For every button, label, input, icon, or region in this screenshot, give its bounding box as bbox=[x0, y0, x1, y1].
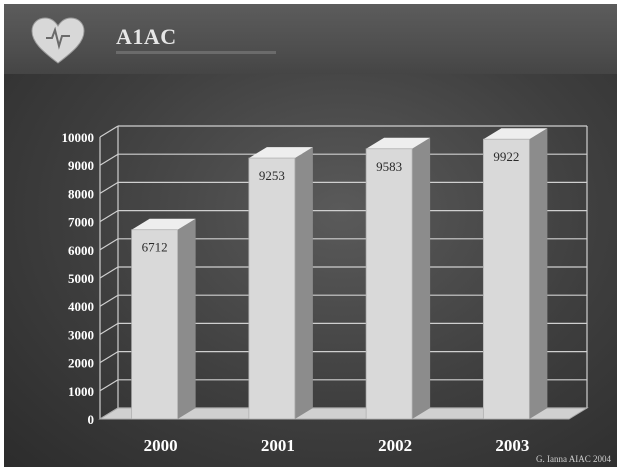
x-tick-label-2002: 2002 bbox=[378, 436, 412, 455]
x-tick-label-2001: 2001 bbox=[261, 436, 295, 455]
y-tick-label-6000: 6000 bbox=[68, 243, 94, 258]
data-label-2003: 9922 bbox=[493, 149, 519, 164]
gridline-depth-4000 bbox=[99, 294, 119, 307]
bar-top-2001 bbox=[248, 147, 313, 159]
gridline-depth-1000 bbox=[99, 379, 119, 392]
header-band: A1AC bbox=[4, 4, 617, 74]
gridline-depth-2000 bbox=[99, 351, 119, 364]
gridline-depth-5000 bbox=[99, 266, 119, 279]
y-tick-label-1000: 1000 bbox=[68, 384, 94, 399]
data-label-2001: 9253 bbox=[259, 168, 285, 183]
bar-side-2002 bbox=[412, 137, 431, 419]
y-tick-label-0: 0 bbox=[88, 412, 95, 427]
data-label-2000: 6712 bbox=[142, 240, 168, 255]
bar-side-2003 bbox=[529, 128, 548, 420]
chart-floor bbox=[98, 407, 589, 420]
bar-2000 bbox=[131, 229, 179, 420]
y-tick-label-3000: 3000 bbox=[68, 327, 94, 342]
data-label-2002: 9583 bbox=[376, 159, 402, 174]
gridline-depth-3000 bbox=[99, 322, 119, 335]
x-tick-label-2003: 2003 bbox=[495, 436, 529, 455]
y-tick-label-2000: 2000 bbox=[68, 356, 94, 371]
bar-2003 bbox=[482, 138, 530, 420]
y-tick-label-7000: 7000 bbox=[68, 215, 94, 230]
page-title: A1AC bbox=[116, 24, 177, 49]
bar-side-2000 bbox=[177, 218, 196, 419]
y-tick-label-9000: 9000 bbox=[68, 158, 94, 173]
credit-text: G. Ianna AIAC 2004 bbox=[536, 454, 611, 464]
bar-top-2003 bbox=[483, 128, 548, 140]
y-tick-label-5000: 5000 bbox=[68, 271, 94, 286]
bar-top-2000 bbox=[131, 218, 196, 230]
gridline-depth-9000 bbox=[99, 153, 119, 166]
bar-side-2001 bbox=[294, 147, 313, 419]
y-tick-label-8000: 8000 bbox=[68, 186, 94, 201]
y-tick-label-4000: 4000 bbox=[68, 299, 94, 314]
bar-2002 bbox=[365, 148, 413, 420]
subtitle-line bbox=[116, 51, 276, 54]
gridline-depth-8000 bbox=[99, 181, 119, 194]
heart-logo-icon bbox=[31, 17, 85, 64]
bar-chart: 0 1000 2000 3000 4000 5000 6000 7000 8000 9000 100… bbox=[62, 125, 589, 455]
gridline-depth-10000 bbox=[99, 125, 119, 138]
gridline-depth-7000 bbox=[99, 210, 119, 223]
x-tick-label-2000: 2000 bbox=[144, 436, 178, 455]
bar-2001 bbox=[248, 157, 296, 420]
bar-top-2002 bbox=[366, 137, 431, 149]
slide: A1AC 0 1000 2000 3000 4000 5000 6000 7000 8000 90… bbox=[4, 4, 617, 467]
y-tick-label-10000: 10000 bbox=[62, 130, 95, 145]
gridline-depth-6000 bbox=[99, 238, 119, 251]
